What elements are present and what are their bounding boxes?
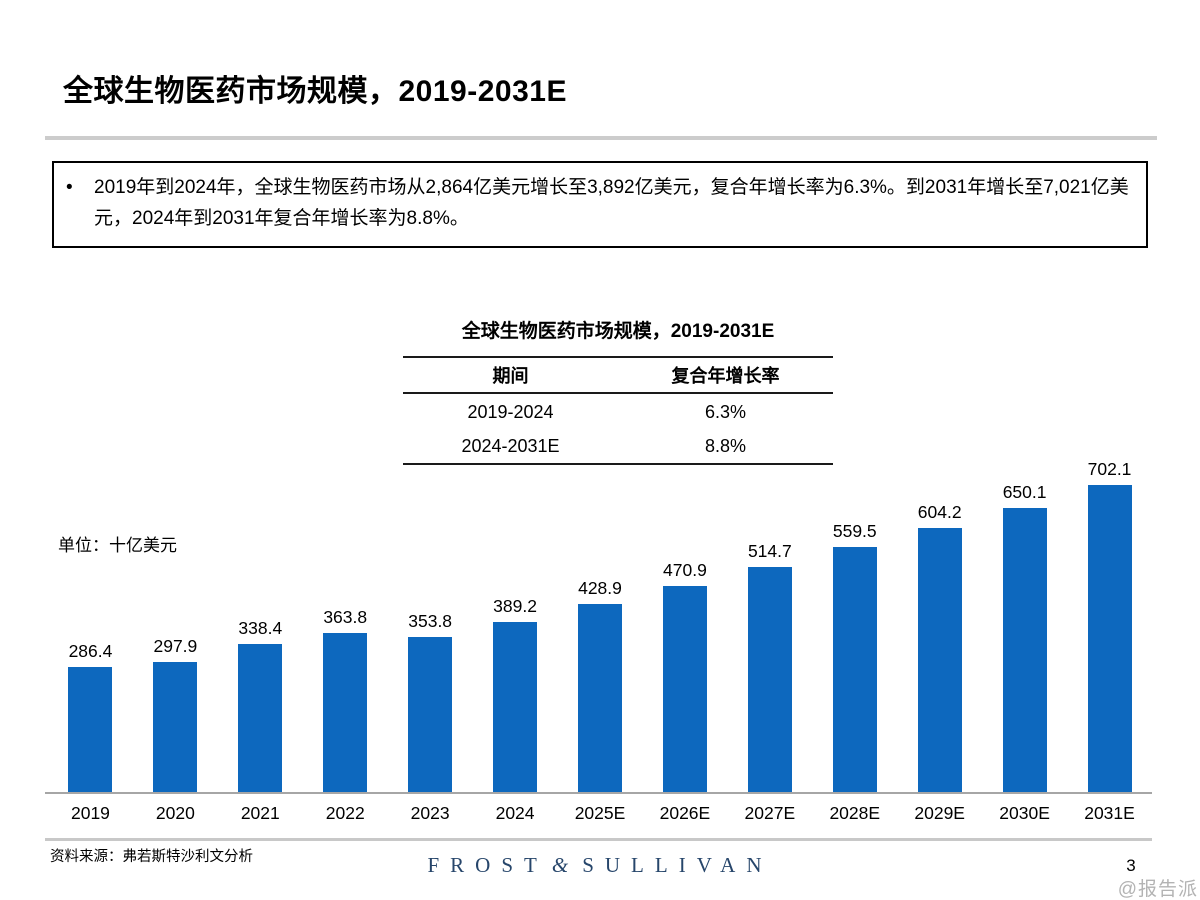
bar-value-label: 297.9 [153, 636, 198, 656]
bar [238, 644, 283, 792]
bar-column: 286.4 [48, 641, 133, 792]
table-cell-period: 2024-2031E [461, 436, 560, 456]
title-divider [45, 136, 1157, 140]
unit-label: 单位：十亿美元 [58, 536, 177, 555]
bar [408, 637, 453, 792]
x-axis-line [45, 792, 1152, 794]
x-axis-label: 2028E [829, 803, 881, 823]
bar-column: 389.2 [473, 596, 558, 792]
bar-value-label: 428.9 [578, 578, 622, 598]
bar-value-label: 353.8 [408, 611, 453, 631]
bar-value-label: 363.8 [323, 607, 368, 627]
bar-value-label: 559.5 [832, 521, 877, 541]
bar [323, 633, 368, 792]
bar-value-label: 604.2 [917, 502, 962, 522]
bar-value-label: 338.4 [238, 618, 283, 638]
bar [1087, 485, 1132, 792]
table-cell-period: 2019-2024 [467, 401, 554, 422]
x-axis-label: 2031E [1084, 803, 1135, 823]
x-axis-label: 2029E [914, 803, 965, 823]
bar-value-label: 470.9 [663, 560, 707, 580]
bar-column: 604.2 [897, 502, 982, 792]
bar-value-label: 514.7 [747, 541, 792, 561]
bar [662, 586, 707, 792]
bar-column: 353.8 [388, 611, 473, 792]
x-axis-labels: 2019 2020 2021 2022 2023 2024 2025E 2026E 2027E 2… [48, 803, 1152, 824]
bar [1002, 508, 1047, 792]
source-note: 资料来源：弗若斯特沙利文分析 [50, 849, 253, 865]
bar-column: 514.7 [727, 541, 812, 792]
bar-column: 363.8 [303, 607, 388, 792]
bar-chart: 286.4 297.9 338.4 363.8 353.8 389.2 428.9 470.9… [48, 450, 1152, 792]
table-rule-top [403, 356, 833, 358]
bar-value-label: 702.1 [1087, 459, 1132, 479]
cagr-table: 全球生物医药市场规模，2019-2031E 期间 复合年增长率 2019-202… [403, 318, 833, 465]
x-axis-label: 2023 [410, 803, 450, 823]
bar [747, 567, 792, 792]
logo-word-sullivan: SULLIVAN [582, 853, 773, 877]
x-axis-label: 2019 [70, 803, 110, 823]
x-axis-label: 2021 [240, 803, 280, 823]
bar-column: 428.9 [558, 578, 643, 792]
footer-divider [45, 838, 1152, 841]
x-axis-label: 2027E [744, 803, 796, 823]
summary-box: • 2019年到2024年，全球生物医药市场从2,864亿美元增长至3,892亿… [52, 161, 1148, 248]
table-header-cagr: 复合年增长率 [671, 366, 780, 386]
x-axis-label: 2026E [659, 803, 711, 823]
x-axis-label: 2022 [325, 803, 365, 823]
bar-value-label: 650.1 [1002, 482, 1047, 502]
summary-text: 2019年到2024年，全球生物医药市场从2,864亿美元增长至3,892亿美元… [94, 177, 1129, 229]
table-row: 2019-2024 6.3% [403, 394, 833, 430]
bullet-icon: • [66, 177, 73, 198]
x-axis-label: 2030E [999, 803, 1050, 823]
table-rule-bottom [403, 463, 833, 465]
x-axis-label: 2024 [495, 803, 535, 823]
bar [832, 547, 877, 792]
bar [917, 528, 962, 792]
table-cell-cagr: 8.8% [704, 436, 747, 456]
bar-value-label: 286.4 [68, 641, 113, 661]
bar [68, 667, 113, 792]
bar-column: 559.5 [812, 521, 897, 792]
cagr-table-title: 全球生物医药市场规模，2019-2031E [461, 321, 775, 342]
page-title: 全球生物医药市场规模，2019-2031E [63, 75, 567, 108]
bar [153, 662, 198, 792]
bar-value-label: 389.2 [493, 596, 537, 616]
table-rule-mid [403, 392, 833, 394]
bar-column: 702.1 [1067, 459, 1152, 792]
bar [493, 622, 538, 792]
table-cell-cagr: 6.3% [704, 401, 747, 422]
table-header-row: 期间 复合年增长率 [403, 358, 833, 392]
x-axis-label: 2025E [574, 803, 626, 823]
bar-column: 297.9 [133, 636, 218, 792]
x-axis-label: 2020 [155, 803, 195, 823]
page-number: 3 [1126, 856, 1136, 875]
table-row: 2024-2031E 8.8% [403, 430, 833, 463]
watermark: @报告派 [1117, 879, 1198, 900]
frost-sullivan-logo: FROST & SULLIVAN [0, 853, 1200, 878]
logo-word-frost: FROST [427, 853, 548, 877]
bar-column: 470.9 [642, 560, 727, 792]
bar-column: 650.1 [982, 482, 1067, 792]
bar-column: 338.4 [218, 618, 303, 792]
table-header-period: 期间 [492, 366, 529, 386]
bar [577, 604, 622, 792]
logo-ampersand: & [551, 853, 569, 877]
